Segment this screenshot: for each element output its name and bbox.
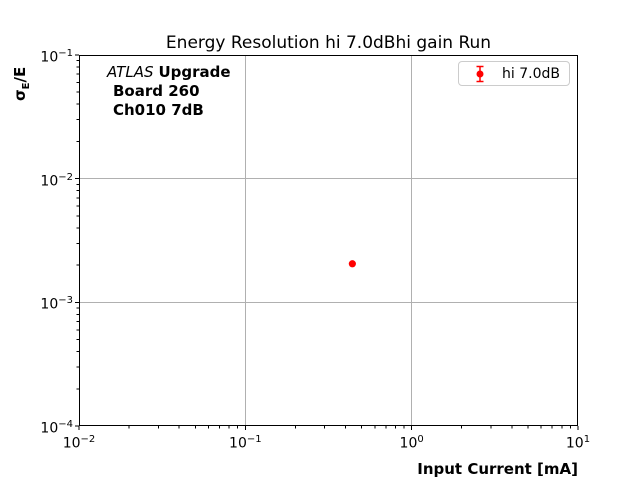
chart-title: Energy Resolution hi 7.0dBhi gain Run — [165, 33, 492, 53]
annotation-line-3: Ch010 7dB — [113, 101, 204, 119]
y-tick-label: 10−3 — [40, 295, 73, 313]
annotation-line-2: Board 260 — [113, 82, 200, 100]
data-point — [348, 260, 356, 268]
x-axis-label: Input Current [mA] — [417, 460, 578, 478]
legend-box: hi 7.0dB — [458, 61, 570, 86]
y-tick-label: 10−2 — [40, 171, 73, 190]
legend-entry-label: hi 7.0dB — [502, 65, 560, 82]
x-tick-label: 10−2 — [62, 434, 96, 452]
x-tick-label: 10−1 — [229, 434, 262, 452]
errorbar-marker-icon — [476, 65, 484, 82]
x-tick-label: 100 — [399, 434, 424, 452]
x-tick-label: 101 — [565, 434, 591, 452]
annotation-block: ATLAS Upgrade Board 260 Ch010 7dB — [107, 63, 231, 120]
y-axis-label: σE/E — [11, 66, 32, 101]
y-tick-label: 10−4 — [40, 419, 73, 437]
y-tick-label: 10−1 — [40, 48, 73, 66]
annotation-line-1: ATLAS Upgrade — [107, 63, 231, 81]
